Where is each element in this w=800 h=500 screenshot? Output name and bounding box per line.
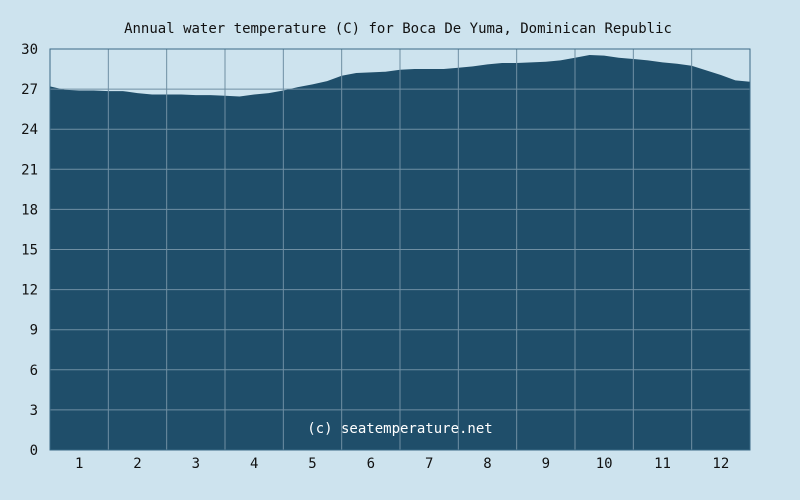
- y-tick-label: 9: [30, 323, 38, 339]
- x-tick-label: 8: [483, 456, 491, 472]
- y-tick-label: 15: [21, 243, 38, 259]
- plot-frame: [49, 48, 751, 451]
- y-tick-label: 0: [30, 443, 38, 459]
- y-tick-label: 6: [30, 363, 38, 379]
- copyright-watermark: (c) seatemperature.net: [307, 421, 492, 437]
- y-tick-label: 30: [21, 42, 38, 58]
- x-tick-label: 4: [250, 456, 258, 472]
- y-tick-label: 24: [21, 122, 38, 138]
- chart-title: Annual water temperature (C) for Boca De…: [124, 21, 672, 37]
- y-tick-label: 12: [21, 283, 38, 299]
- x-tick-label: 10: [596, 456, 613, 472]
- y-tick-label: 3: [30, 403, 38, 419]
- y-tick-label: 27: [21, 82, 38, 98]
- x-tick-label: 6: [367, 456, 375, 472]
- x-tick-label: 1: [75, 456, 83, 472]
- x-tick-label: 9: [542, 456, 550, 472]
- y-tick-label: 21: [21, 162, 38, 178]
- x-tick-label: 7: [425, 456, 433, 472]
- x-axis-ticks: 1 2 3 4 5 6 7 8 9 10 11 12: [75, 456, 729, 472]
- x-tick-label: 12: [712, 456, 729, 472]
- y-axis-ticks: 0 3 6 9 12 15 18 21 24 27 30: [21, 42, 38, 459]
- y-tick-label: 18: [21, 202, 38, 218]
- x-tick-label: 3: [192, 456, 200, 472]
- x-tick-label: 11: [654, 456, 671, 472]
- x-tick-label: 5: [308, 456, 316, 472]
- x-tick-label: 2: [133, 456, 141, 472]
